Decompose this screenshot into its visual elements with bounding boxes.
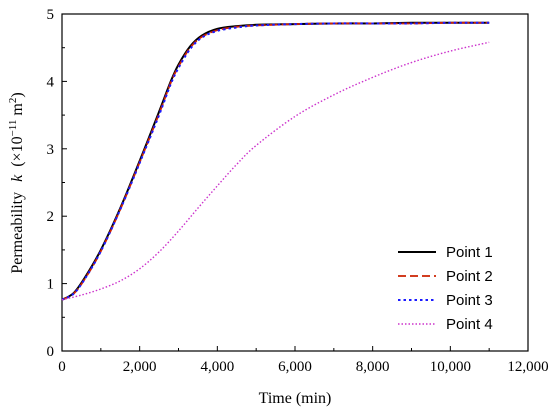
y-axis-title-open: (×10 xyxy=(9,136,26,166)
x-tick-label: 0 xyxy=(58,359,66,375)
y-axis-title: Permeability k (×10−11 m2) xyxy=(7,92,26,273)
y-tick-label: 5 xyxy=(47,7,55,23)
x-tick-label: 12,000 xyxy=(507,359,548,375)
x-axis-title: Time (min) xyxy=(259,390,332,407)
x-tick-label: 6,000 xyxy=(278,359,312,375)
y-tick-label: 4 xyxy=(47,74,55,90)
x-tick-label: 10,000 xyxy=(430,359,471,375)
y-axis-title-prefix: Permeability xyxy=(9,192,26,274)
x-tick-label: 8,000 xyxy=(356,359,390,375)
y-axis-title-exp: −11 xyxy=(7,120,19,137)
y-tick-label: 2 xyxy=(47,209,55,225)
series-line-point-3 xyxy=(61,21,490,301)
legend-label-point-4: Point 4 xyxy=(446,316,493,333)
y-tick-label: 0 xyxy=(47,344,55,360)
legend: Point 1 Point 2 Point 3 Point 4 xyxy=(398,244,493,333)
legend-label-point-2: Point 2 xyxy=(446,268,493,285)
x-tick-label: 2,000 xyxy=(123,359,157,375)
series-line-point-2 xyxy=(61,21,490,301)
y-axis-title-symbol: k xyxy=(9,174,26,182)
y-tick-label: 1 xyxy=(47,277,55,293)
x-tick-label: 4,000 xyxy=(200,359,234,375)
series-line-point-1 xyxy=(61,21,490,301)
series-layer xyxy=(61,21,490,301)
legend-label-point-1: Point 1 xyxy=(446,244,493,261)
y-axis-title-unit: m xyxy=(9,103,26,120)
axis-ticks: 0 2,000 4,000 6,000 8,000 10,000 12,000 0 1 2 3 4 5 xyxy=(47,7,549,375)
y-axis-title-unit-exp: 2 xyxy=(7,98,19,104)
y-axis-title-close: ) xyxy=(9,92,26,97)
legend-label-point-3: Point 3 xyxy=(446,292,493,309)
y-tick-label: 3 xyxy=(47,142,55,158)
series-line-point-4 xyxy=(61,41,490,301)
